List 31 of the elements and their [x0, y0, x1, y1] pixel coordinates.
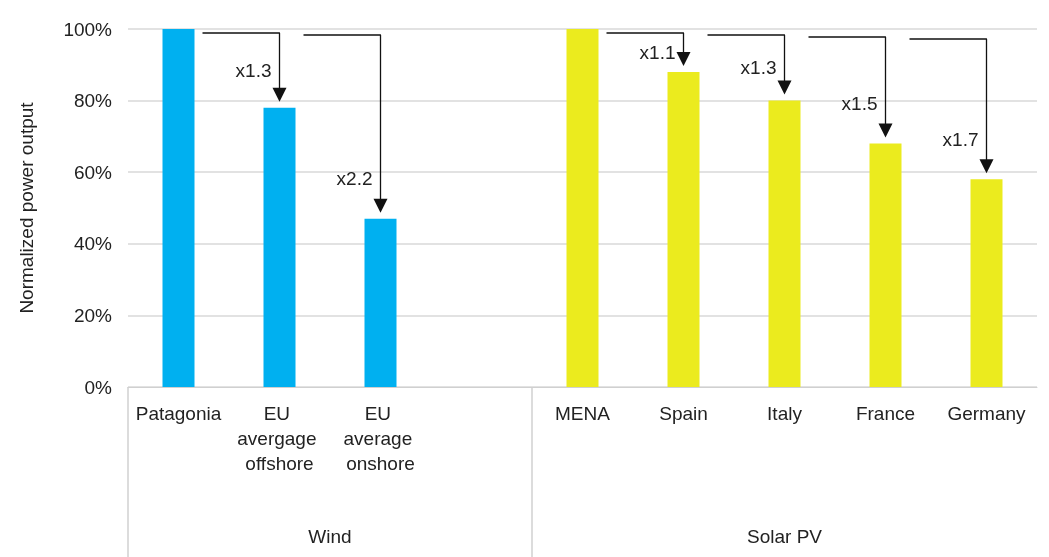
annotation: x2.2: [336, 168, 373, 190]
y-tick-label: 60%: [73, 161, 113, 183]
x-tick-label: France: [855, 403, 916, 424]
y-tick-label: 40%: [73, 233, 113, 255]
bar: [869, 143, 902, 387]
bar: [566, 29, 599, 387]
x-tick-label: Italy: [767, 403, 803, 424]
bar: [768, 100, 801, 387]
y-tick-label: 20%: [73, 304, 113, 326]
annotation: x1.3: [740, 57, 777, 79]
annotation: x1.5: [841, 93, 878, 115]
y-axis-title: Normalized power output: [16, 101, 37, 314]
x-tick-label: MENA: [555, 403, 611, 424]
bar: [667, 71, 700, 387]
bar: [364, 218, 397, 387]
y-tick-label: 80%: [73, 90, 113, 112]
annotation: x1.1: [639, 41, 676, 63]
bar: [162, 29, 195, 387]
x-tick-label: EU average onshore: [343, 403, 418, 474]
text: Wind: [308, 525, 352, 547]
bar: [263, 107, 296, 387]
x-tick-label: Spain: [659, 403, 708, 424]
annotation: x1.7: [942, 128, 979, 150]
y-tick-label: 100%: [63, 18, 113, 40]
text: Solar PV: [747, 525, 823, 547]
x-tick-label: EU avergage offshore: [237, 403, 322, 474]
x-tick-label: Patagonia: [135, 403, 222, 424]
x-tick-label: Germany: [947, 403, 1027, 424]
y-tick-label: 0%: [84, 376, 113, 398]
bar: [970, 179, 1003, 387]
annotation: x1.3: [235, 59, 272, 81]
